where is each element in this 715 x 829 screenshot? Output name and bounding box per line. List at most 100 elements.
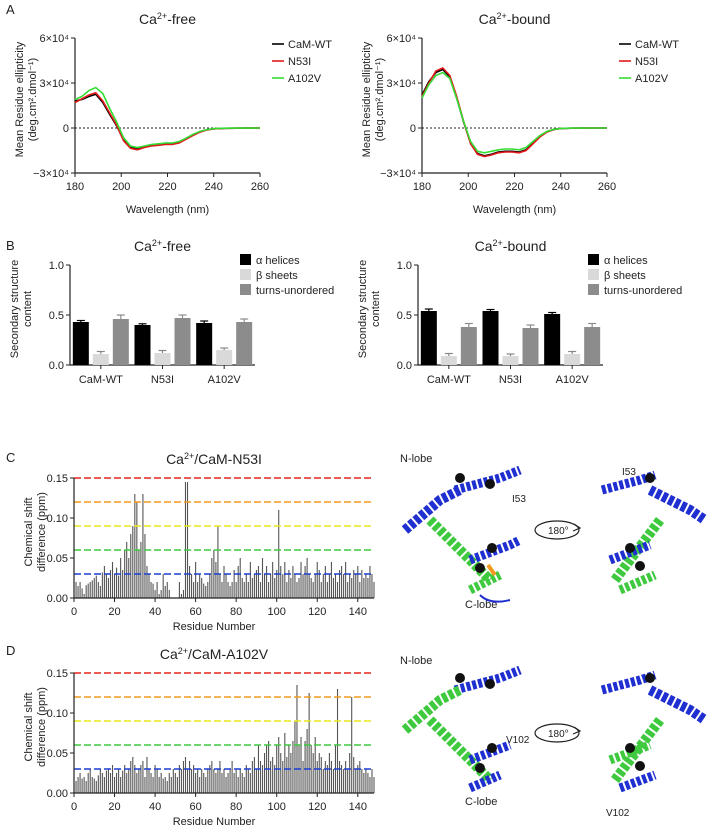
- y-tick-label: 0.10: [47, 513, 68, 525]
- n-lobe-label-c: N-lobe: [400, 453, 432, 465]
- y-tick-label: 0.15: [47, 473, 68, 485]
- x-tick-label: 0: [71, 606, 77, 618]
- y-tick-label: −3×10⁴: [380, 168, 416, 180]
- legend-label: N53I: [288, 56, 311, 68]
- category-label: CaM-WT: [427, 374, 471, 386]
- series-line-a102v: [74, 86, 261, 149]
- y-tick-label: 0.5: [397, 310, 412, 322]
- legend-label: CaM-WT: [635, 39, 679, 51]
- x-tick-label: 60: [189, 801, 201, 813]
- x-tick-label: 200: [112, 181, 130, 193]
- bar: [174, 318, 191, 365]
- y-tick-label: 6×10⁴: [386, 33, 416, 45]
- x-tick-label: 80: [230, 801, 242, 813]
- y-tick-label: 0.10: [47, 708, 68, 720]
- panel-label-b: B: [6, 238, 15, 253]
- y-tick-label: 3×10⁴: [386, 78, 416, 90]
- secondary-structure-ca-bound: Ca2+-bound 0.0 0.5 1.0 CaM-WT N53I A102V Second…: [357, 238, 682, 386]
- legend-label: α helices: [256, 255, 300, 267]
- y-axis-label-line1: Chemical shift: [23, 692, 35, 761]
- protein-ribbon-left-d: [401, 665, 522, 793]
- bar: [154, 353, 171, 365]
- legend-swatch: [240, 254, 251, 265]
- chart-title: Ca2+/CaM-N53I: [166, 451, 262, 467]
- legend-swatch: [240, 269, 251, 280]
- y-axis-label-line1: Chemical shift: [23, 497, 35, 566]
- rotation-label-d: 180°: [548, 729, 569, 740]
- bar: [564, 354, 581, 365]
- chart-title: Ca2+-free: [134, 238, 191, 254]
- protein-ribbon-right-c: [600, 470, 708, 595]
- x-tick-label: 20: [108, 606, 120, 618]
- x-axis-label: Wavelength (nm): [126, 204, 209, 216]
- bar: [544, 314, 561, 365]
- y-tick-label: 0.0: [397, 360, 412, 372]
- x-tick-label: 40: [149, 801, 161, 813]
- mutation-label-d-right: V102: [606, 808, 630, 819]
- y-axis-label-line1: Mean Residue ellipticity: [14, 41, 26, 157]
- category-label: N53I: [151, 374, 174, 386]
- bar: [460, 327, 477, 365]
- x-tick-label: 180: [413, 181, 431, 193]
- x-tick-label: 40: [149, 606, 161, 618]
- chemical-shift-n53i: Ca2+/CaM-N53I 0.00 0.05 0.10 0.15 0 20 40 60 80 10…: [23, 451, 375, 633]
- legend-swatch: [588, 254, 599, 265]
- structure-panel-d: N-lobe C-lobe V102 180°: [400, 655, 708, 819]
- chart-title: Ca2+-free: [139, 11, 196, 27]
- y-axis-label: Chemical shift difference (ppm): [23, 492, 48, 572]
- y-tick-label: −3×10⁴: [33, 168, 69, 180]
- legend-swatch: [588, 269, 599, 280]
- legend-swatch: [588, 284, 599, 295]
- x-tick-label: 220: [158, 181, 176, 193]
- bar: [72, 322, 89, 365]
- legend-label: α helices: [604, 255, 648, 267]
- bar: [216, 350, 233, 365]
- series-line-n53i: [74, 91, 261, 151]
- chart-title: Ca2+/CaM-A102V: [160, 646, 269, 662]
- y-axis-label-line2: (deg.cm².dmol⁻¹): [27, 58, 39, 141]
- x-tick-label: 0: [71, 801, 77, 813]
- rotation-arrow-c: [534, 520, 582, 540]
- x-tick-label: 260: [251, 181, 269, 193]
- legend-label: A102V: [635, 73, 669, 85]
- y-axis-label-line2: (deg.cm².dmol⁻¹): [374, 58, 386, 141]
- x-tick-label: 240: [205, 181, 223, 193]
- category-label: A102V: [208, 374, 242, 386]
- y-axis-label-line2: content: [370, 291, 382, 327]
- bar: [236, 322, 253, 365]
- x-tick-label: 100: [268, 801, 286, 813]
- y-axis-label: Secondary structure content: [9, 260, 34, 358]
- y-axis-label-line1: Mean Residue ellipticity: [361, 41, 373, 157]
- series-line-cam-wt: [421, 68, 607, 157]
- y-tick-label: 0.5: [49, 310, 64, 322]
- y-tick-label: 0: [63, 123, 69, 135]
- n-lobe-label-d: N-lobe: [400, 655, 432, 667]
- mutation-label-c-left: I53: [512, 494, 526, 505]
- mutation-label-c-right: I53: [622, 467, 636, 478]
- y-tick-label: 0.15: [47, 668, 68, 680]
- y-axis-label: Mean Residue ellipticity (deg.cm².dmol⁻¹): [14, 41, 39, 157]
- y-axis-label-line1: Secondary structure: [357, 260, 369, 358]
- x-tick-label: 100: [268, 606, 286, 618]
- bar: [482, 311, 499, 365]
- y-axis-label: Mean Residue ellipticity (deg.cm².dmol⁻¹): [361, 41, 386, 157]
- x-tick-label: 220: [505, 181, 523, 193]
- x-tick-label: 120: [308, 606, 326, 618]
- bar: [522, 328, 539, 365]
- x-tick-label: 20: [108, 801, 120, 813]
- mutation-label-d-left: V102: [506, 735, 530, 746]
- y-tick-label: 1.0: [49, 260, 64, 272]
- x-tick-label: 260: [598, 181, 616, 193]
- secondary-structure-ca-free: Ca2+-free 0.0 0.5 1.0 CaM-WT N53I A102V Seconda…: [9, 238, 334, 386]
- legend-label: β sheets: [256, 270, 298, 282]
- y-axis-label-line2: content: [22, 291, 34, 327]
- bar: [112, 319, 129, 365]
- panel-label-a: A: [6, 2, 15, 17]
- x-tick-label: 140: [349, 801, 367, 813]
- legend-label: A102V: [288, 73, 322, 85]
- x-axis-label: Residue Number: [173, 621, 256, 633]
- chart-title: Ca2+-bound: [475, 238, 547, 254]
- category-label: CaM-WT: [79, 374, 123, 386]
